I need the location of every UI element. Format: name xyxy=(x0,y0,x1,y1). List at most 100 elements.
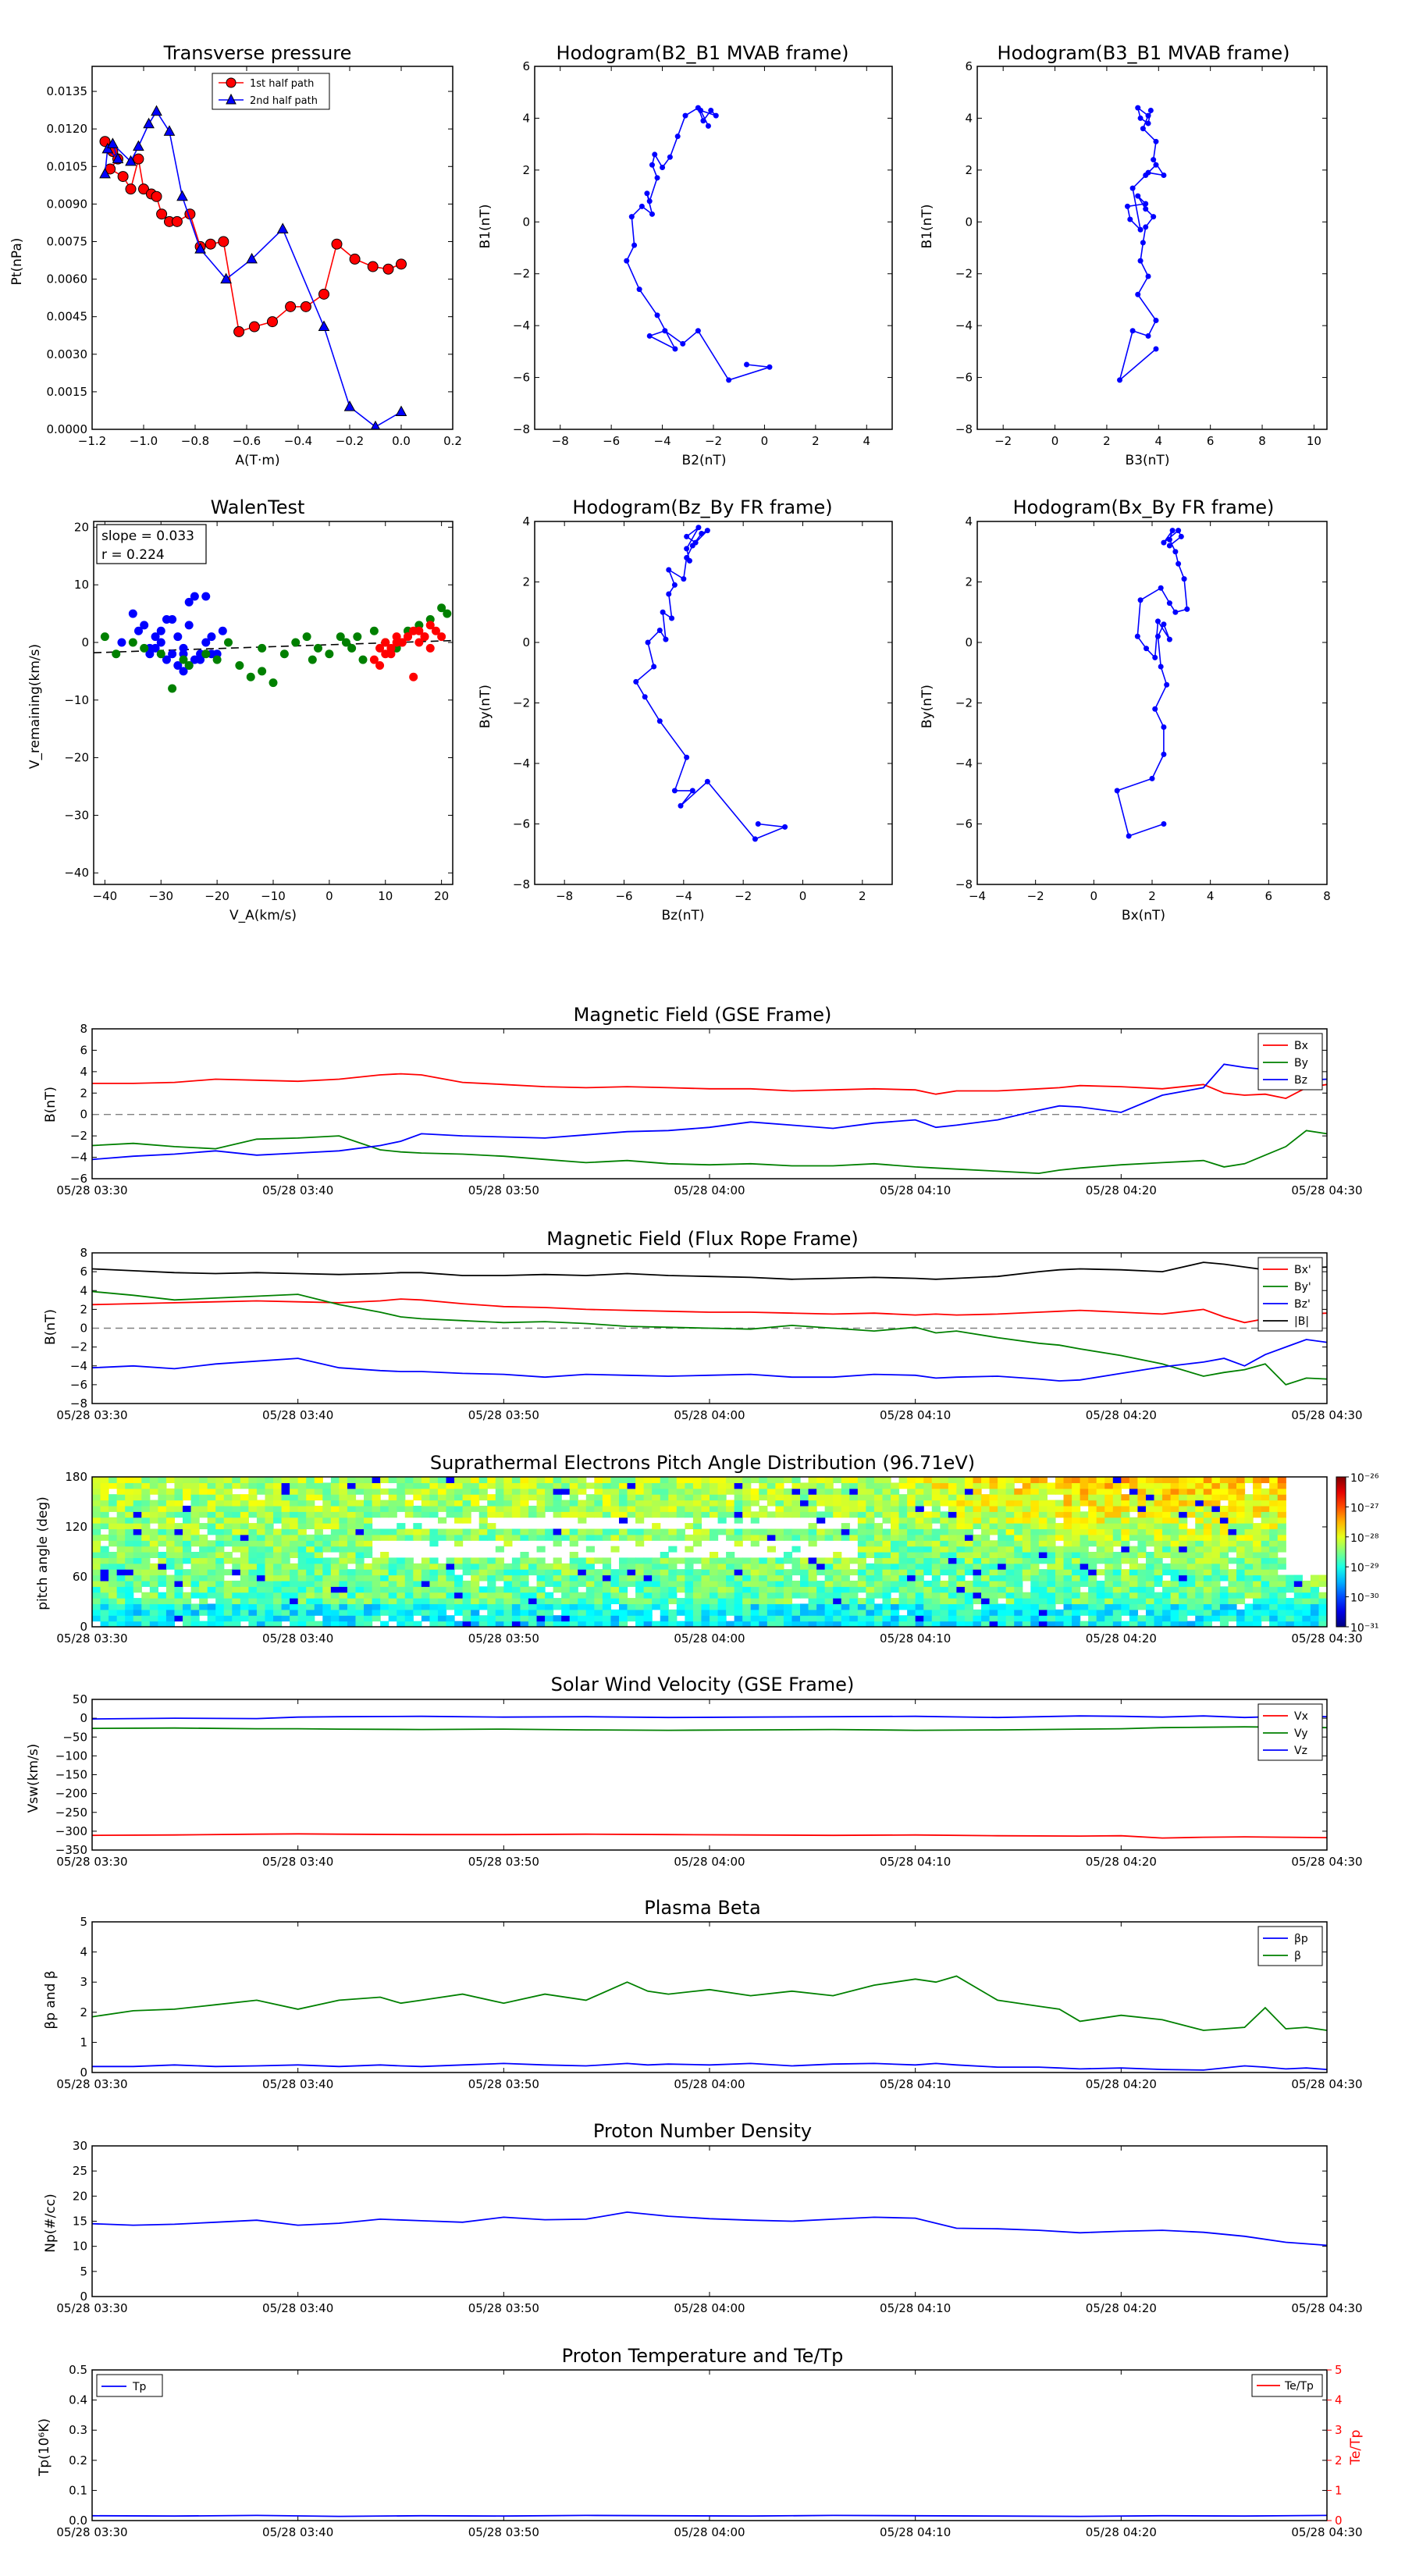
walen-point-blue xyxy=(151,632,160,642)
pad-cell xyxy=(849,1580,859,1587)
pad-cell xyxy=(800,1586,809,1593)
pad-cell xyxy=(1014,1477,1023,1483)
pad-cell xyxy=(149,1586,158,1593)
pad-cell xyxy=(841,1603,850,1610)
pad-cell xyxy=(726,1511,735,1518)
pad-cell xyxy=(1253,1488,1262,1495)
pad-cell xyxy=(232,1500,241,1507)
pad-cell xyxy=(594,1569,603,1576)
pad-cell xyxy=(578,1603,587,1610)
pad-cell xyxy=(891,1505,900,1512)
pad-cell xyxy=(989,1592,998,1599)
pad-cell xyxy=(1096,1598,1105,1605)
pad-cell xyxy=(207,1500,216,1507)
pt-point-triangle xyxy=(151,105,162,116)
y-tick-label: −250 xyxy=(55,1806,87,1820)
pad-cell xyxy=(380,1609,389,1616)
pad-cell xyxy=(1195,1586,1204,1593)
pad-cell xyxy=(265,1615,274,1622)
pad-cell xyxy=(989,1540,998,1547)
pad-cell xyxy=(1072,1563,1081,1570)
pad-cell xyxy=(907,1500,916,1507)
pad-cell xyxy=(290,1482,299,1489)
pad-cell xyxy=(429,1621,439,1627)
pad-cell xyxy=(652,1574,661,1582)
y-tick-label: −6 xyxy=(70,1378,87,1392)
pad-cell xyxy=(866,1552,875,1558)
pad-cell xyxy=(174,1477,183,1483)
pad-cell xyxy=(1096,1534,1105,1541)
pad-cell xyxy=(1096,1477,1105,1483)
walen-point-green xyxy=(369,626,379,635)
pad-cell xyxy=(1211,1580,1221,1587)
pad-cell xyxy=(791,1500,801,1507)
pad-cell xyxy=(1203,1598,1212,1605)
pad-cell xyxy=(833,1586,842,1593)
time-tick-label: 05/28 03:30 xyxy=(56,2301,127,2315)
pad-cell xyxy=(1162,1494,1172,1501)
pad-cell xyxy=(882,1621,891,1627)
pad-cell xyxy=(1088,1621,1097,1627)
pad-cell xyxy=(1244,1500,1254,1507)
pad-cell xyxy=(923,1511,933,1518)
pad-cell xyxy=(1088,1580,1097,1587)
pad-cell xyxy=(750,1609,759,1616)
hodo1-data xyxy=(624,105,773,383)
walen-point-green xyxy=(353,632,362,642)
pad-cell xyxy=(676,1500,685,1507)
pad-cell xyxy=(1121,1586,1130,1593)
pad-cell xyxy=(511,1621,521,1627)
pad-cell xyxy=(841,1523,850,1530)
pad-cell xyxy=(553,1494,562,1501)
walen-point-blue xyxy=(201,592,211,601)
walen-point-red xyxy=(414,626,424,635)
time-tick-label: 05/28 04:30 xyxy=(1291,2077,1362,2091)
hodo4-point xyxy=(1172,609,1179,615)
pad-cell xyxy=(1203,1540,1212,1547)
pad-cell xyxy=(149,1505,158,1512)
pad-cell xyxy=(701,1586,710,1593)
pad-cell xyxy=(290,1552,299,1558)
pad-cell xyxy=(775,1505,784,1512)
pad-cell xyxy=(248,1494,258,1501)
pad-cell xyxy=(215,1609,225,1616)
pad-cell xyxy=(314,1569,323,1576)
pad-cell xyxy=(437,1574,447,1582)
pad-cell xyxy=(940,1586,949,1593)
pad-cell xyxy=(125,1540,134,1547)
plot-frame xyxy=(91,1699,1328,1851)
time-tick-label: 05/28 04:30 xyxy=(1291,2525,1362,2539)
pad-cell xyxy=(1170,1534,1179,1541)
pad-cell xyxy=(882,1477,891,1483)
pad-cell xyxy=(898,1517,908,1524)
pad-cell xyxy=(1063,1580,1072,1587)
pad-cell xyxy=(207,1528,216,1535)
pad-cell xyxy=(1211,1552,1221,1558)
pad-cell xyxy=(437,1603,447,1610)
pad-cell xyxy=(660,1621,669,1627)
pad-cell xyxy=(190,1540,200,1547)
pad-cell xyxy=(339,1534,348,1541)
y-tick-label: −8 xyxy=(70,1397,87,1411)
y-tick-label: 2 xyxy=(80,1086,87,1100)
pad-cell xyxy=(767,1592,776,1599)
pad-cell xyxy=(1236,1598,1246,1605)
pad-cell xyxy=(585,1574,595,1582)
pad-cell xyxy=(923,1546,933,1553)
pad-cell xyxy=(849,1569,859,1576)
pad-cell xyxy=(1170,1482,1179,1489)
pad-cell xyxy=(183,1517,192,1524)
pad-cell xyxy=(1047,1598,1056,1605)
pad-cell xyxy=(891,1546,900,1553)
walen-point-red xyxy=(386,643,396,653)
pad-cell xyxy=(824,1511,834,1518)
pad-cell xyxy=(824,1598,834,1605)
pad-cell xyxy=(1096,1552,1105,1558)
pad-cell xyxy=(1030,1528,1040,1535)
pad-cell xyxy=(742,1603,752,1610)
pad-cell xyxy=(437,1482,447,1489)
pad-cell xyxy=(248,1609,258,1616)
pad-cell xyxy=(1145,1574,1155,1582)
pad-cell xyxy=(1088,1534,1097,1541)
pad-cell xyxy=(454,1540,464,1547)
